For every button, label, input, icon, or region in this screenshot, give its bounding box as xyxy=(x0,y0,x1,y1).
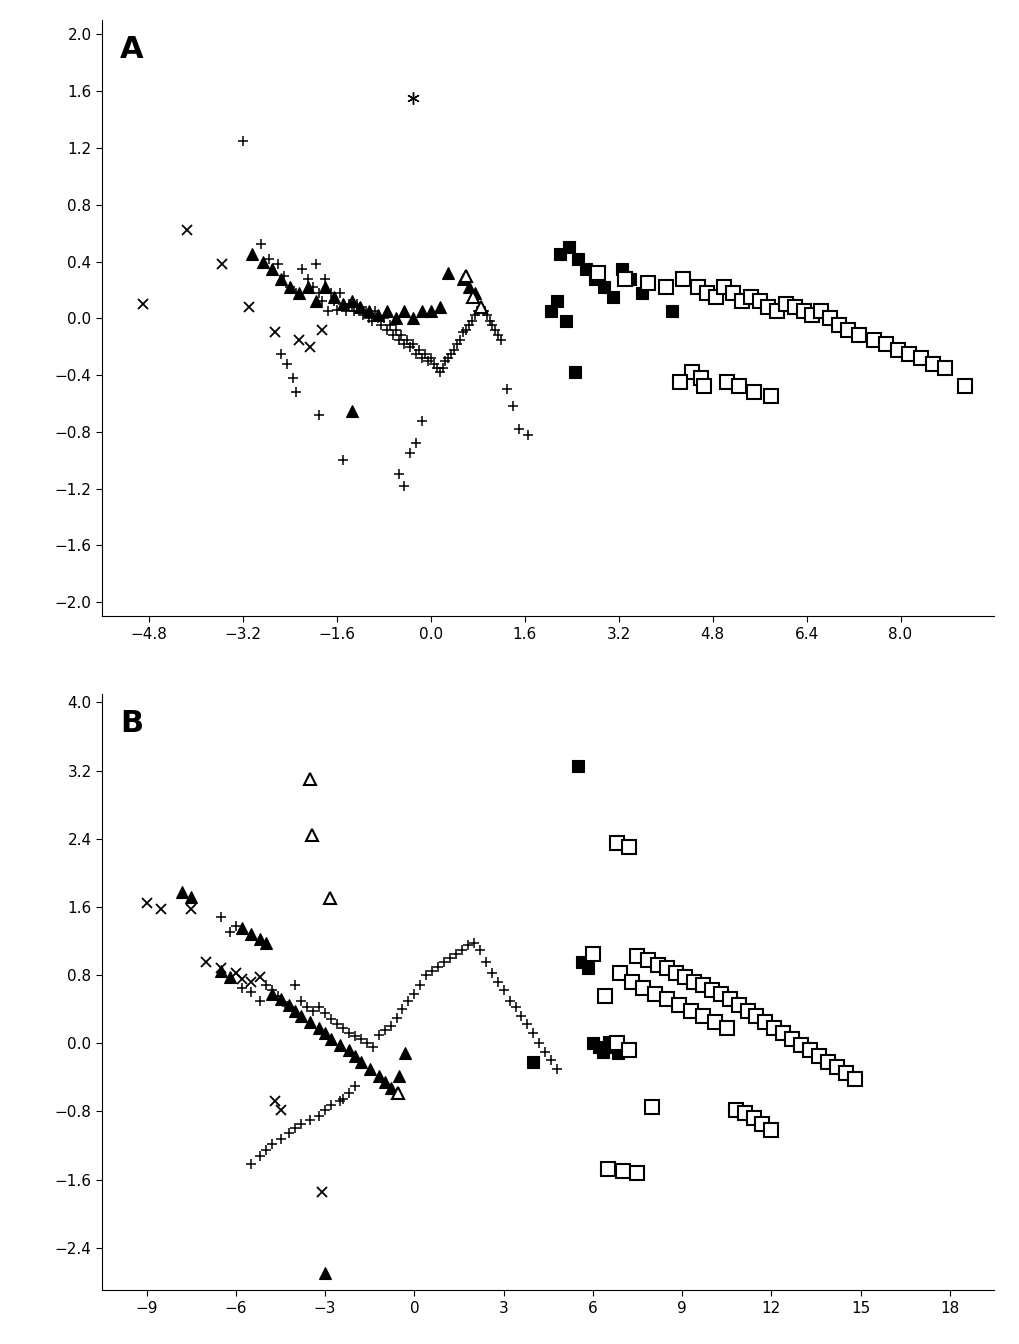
Text: B: B xyxy=(120,708,143,738)
Text: A: A xyxy=(120,35,144,65)
